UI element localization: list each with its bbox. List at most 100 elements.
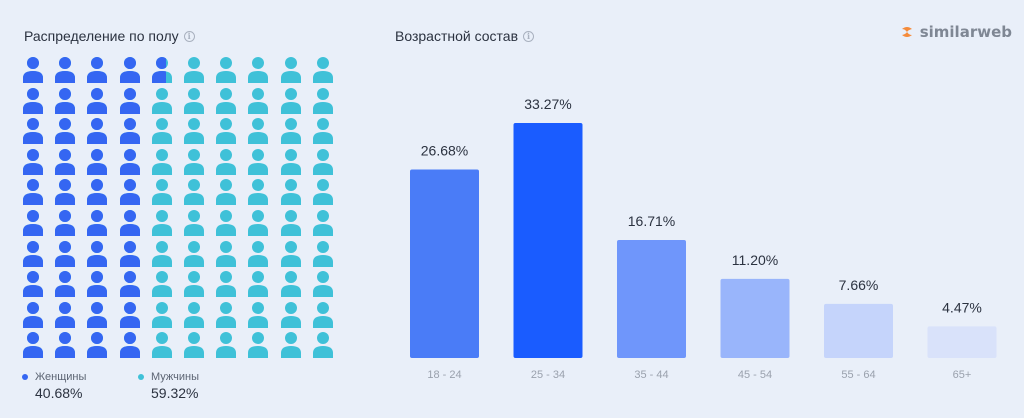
person-icon: [248, 148, 269, 175]
person-icon: [280, 301, 301, 328]
person-icon: [216, 210, 237, 236]
person-icon: [119, 148, 140, 175]
person-icon: [87, 148, 108, 175]
x-tick-label: 25 - 34: [531, 369, 565, 381]
person-icon: [216, 87, 237, 114]
person-icon: [119, 301, 140, 328]
person-icon: [248, 57, 269, 83]
person-icon: [151, 148, 172, 175]
bar-18-24[interactable]: [410, 169, 479, 358]
age-title-text: Возрастной состав: [395, 28, 519, 44]
person-icon: [23, 271, 43, 298]
legend-men-dot: [138, 374, 144, 380]
person-icon: [119, 240, 140, 267]
person-icon: [248, 179, 269, 206]
person-icon: [216, 240, 237, 267]
person-icon: [151, 87, 172, 114]
person-icon: [280, 332, 301, 359]
bar-value-label: 26.68%: [421, 143, 468, 159]
person-icon: [312, 87, 333, 114]
person-icon: [119, 271, 140, 298]
person-icon: [87, 57, 108, 83]
person-icon: [23, 301, 43, 328]
person-icon: [55, 87, 76, 114]
person-icon: [23, 87, 43, 114]
gender-title-text: Распределение по полу: [24, 28, 179, 44]
person-icon: [151, 57, 172, 83]
person-icon: [184, 148, 204, 175]
legend-women-dot: [22, 374, 28, 380]
x-tick-label: 18 - 24: [427, 369, 461, 381]
bar-value-label: 4.47%: [942, 299, 982, 315]
person-icon: [23, 332, 43, 359]
person-icon: [184, 301, 204, 328]
person-icon: [280, 179, 301, 206]
person-icon: [55, 301, 76, 328]
person-icon: [23, 148, 43, 175]
bar-65[interactable]: [927, 326, 997, 358]
person-icon: [312, 332, 333, 359]
person-icon: [312, 148, 333, 175]
person-icon: [216, 301, 237, 328]
person-icon: [312, 57, 333, 83]
person-icon: [280, 87, 301, 114]
bar-25-34[interactable]: [513, 123, 583, 358]
person-icon: [312, 118, 333, 145]
person-icon: [23, 57, 43, 83]
age-bar-chart: 26.68% 18 - 24 33.27% 25 - 34 16.71% 35 - 44 1…: [410, 96, 997, 381]
person-icon: [23, 240, 43, 267]
similarweb-logo-icon: [901, 27, 912, 37]
person-icon: [55, 118, 76, 145]
person-icon: [55, 179, 76, 206]
person-icon: [216, 179, 237, 206]
person-icon: [280, 240, 301, 267]
brand-name: similarweb: [919, 23, 1012, 41]
person-icon: [55, 271, 76, 298]
bar-45-54[interactable]: [720, 278, 790, 358]
bar-value-label: 11.20%: [732, 252, 778, 268]
x-tick-label: 55 - 64: [841, 369, 875, 381]
person-icon: [184, 332, 204, 359]
person-icon: [151, 118, 172, 145]
person-icon: [216, 148, 237, 175]
person-icon: [248, 118, 269, 145]
info-icon[interactable]: i: [523, 30, 535, 42]
person-icon: [312, 240, 333, 267]
person-icon: [87, 271, 108, 298]
person-icon: [151, 240, 172, 267]
person-icon: [151, 179, 172, 206]
person-icon: [151, 332, 172, 359]
age-panel-title: Возрастной состав i: [395, 28, 535, 44]
similarweb-logo: similarweb: [899, 23, 1012, 41]
person-icon: [248, 301, 269, 328]
person-icon: [280, 148, 301, 175]
person-icon: [119, 57, 140, 83]
person-icon: [184, 240, 204, 267]
person-icon: [87, 301, 108, 328]
person-icon: [119, 332, 140, 359]
person-icon: [55, 210, 76, 236]
person-icon: [216, 332, 237, 359]
person-icon: [23, 118, 43, 145]
info-icon[interactable]: i: [183, 30, 195, 42]
person-icon: [119, 118, 140, 145]
bar-55-64[interactable]: [824, 303, 893, 358]
person-icon: [55, 240, 76, 267]
legend-men: Мужчины 59.32%: [138, 371, 199, 401]
gender-panel-title: Распределение по полу i: [24, 28, 195, 44]
person-icon: [23, 210, 43, 236]
person-icon: [184, 57, 204, 83]
person-icon: [119, 87, 140, 114]
person-icon: [151, 271, 172, 298]
person-icon: [151, 301, 172, 328]
x-tick-label: 35 - 44: [634, 369, 668, 381]
person-icon: [216, 57, 237, 83]
person-icon: [248, 240, 269, 267]
person-icon: [184, 87, 204, 114]
person-icon: [55, 332, 76, 359]
person-icon: [55, 57, 76, 83]
person-icon: [312, 179, 333, 206]
person-icon: [87, 118, 108, 145]
person-icon: [248, 87, 269, 114]
bar-35-44[interactable]: [617, 239, 686, 358]
